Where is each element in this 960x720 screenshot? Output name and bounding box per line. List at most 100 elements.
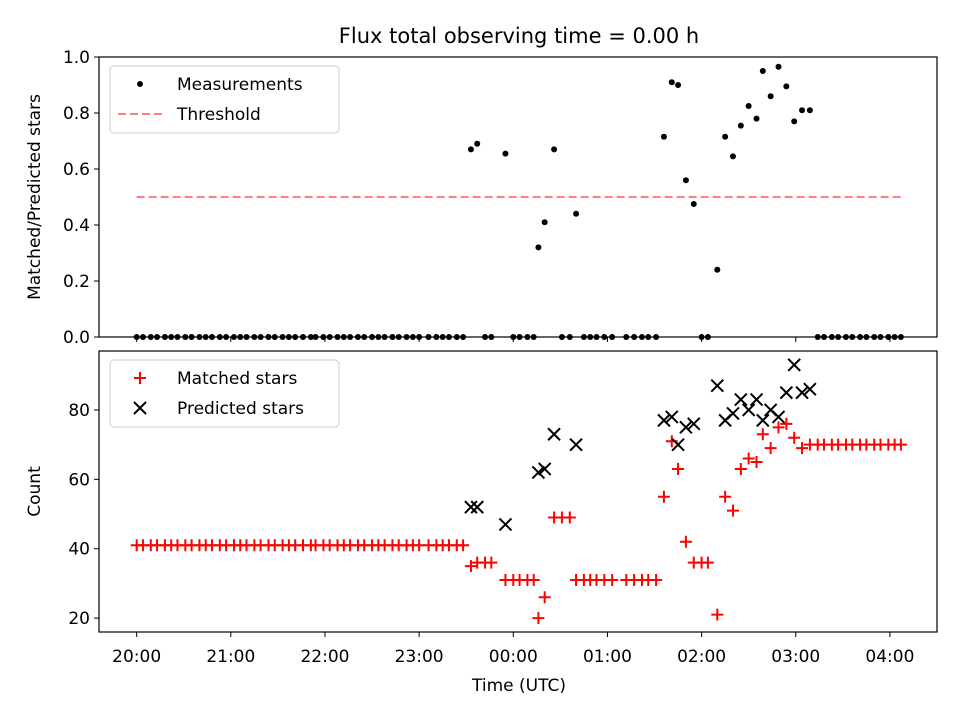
- data-point: [687, 417, 701, 431]
- x-tick-label: 04:00: [865, 647, 914, 667]
- x-tick-label: 22:00: [300, 647, 349, 667]
- data-point: [547, 427, 561, 441]
- data-point: [756, 413, 770, 428]
- data-point: [569, 437, 583, 452]
- data-point: [532, 612, 545, 625]
- x-tick-label: 21:00: [206, 647, 255, 667]
- data-point: [679, 420, 693, 435]
- data-point: [531, 465, 546, 480]
- data-point: [788, 431, 801, 444]
- y-tick-label: 0.6: [63, 160, 90, 180]
- data-point: [457, 539, 470, 552]
- data-point: [657, 490, 670, 503]
- legend-box: [109, 65, 340, 134]
- legend-label: Measurements: [177, 75, 303, 95]
- measurements-panel: 0.0 0.2 0.4 0.6 0.8 1.0 Matched/Predicted star…: [25, 48, 938, 348]
- y-tick-label: 40: [68, 540, 90, 560]
- data-point: [679, 535, 692, 548]
- y-axis-label: Matched/Predicted stars: [25, 94, 45, 300]
- data-point: [767, 93, 774, 100]
- data-point: [668, 79, 675, 86]
- data-point: [799, 107, 806, 114]
- data-point: [764, 442, 777, 455]
- data-point: [756, 428, 769, 441]
- data-point: [796, 442, 809, 455]
- x-axis-label: Time (UTC): [471, 676, 566, 696]
- x-tick-label: 02:00: [677, 647, 726, 667]
- data-point: [726, 504, 739, 517]
- data-point: [498, 517, 513, 532]
- data-point: [759, 68, 766, 74]
- data-point: [734, 392, 748, 407]
- data-point: [710, 378, 725, 393]
- data-point: [573, 210, 580, 217]
- data-point: [719, 490, 732, 503]
- data-point: [657, 413, 671, 428]
- y-tick-label: 80: [68, 401, 90, 421]
- legend-label: Matched stars: [177, 369, 297, 389]
- series-measurements: [133, 63, 904, 340]
- figure-title: Flux total observing time = 0.00 h: [339, 24, 699, 48]
- legend-box: [109, 359, 340, 428]
- data-point: [780, 417, 793, 430]
- data-point: [742, 452, 755, 465]
- legend-plus-marker: [134, 372, 146, 384]
- data-point: [675, 82, 682, 88]
- data-point: [606, 573, 619, 586]
- data-point: [894, 438, 907, 451]
- y-tick-label: 20: [68, 609, 90, 629]
- data-point: [671, 437, 685, 452]
- data-point: [771, 410, 786, 424]
- data-point: [787, 358, 801, 372]
- x-tick-label: 20:00: [112, 647, 161, 667]
- data-point: [551, 146, 558, 153]
- legend: Matched stars Predicted stars: [109, 359, 340, 428]
- data-point: [729, 153, 736, 160]
- legend-label: Predicted stars: [177, 399, 304, 419]
- data-point: [527, 573, 540, 586]
- axes-frame: [98, 350, 938, 633]
- data-point: [690, 201, 697, 207]
- data-point: [541, 219, 548, 226]
- data-point: [474, 140, 481, 147]
- y-tick-label: 0.2: [63, 272, 90, 292]
- data-point: [803, 382, 817, 396]
- data-point: [753, 115, 760, 122]
- data-point: [538, 591, 551, 604]
- series-predicted-stars: [464, 358, 817, 532]
- data-point: [502, 150, 509, 157]
- y-tick-label: 0.0: [63, 328, 90, 348]
- data-point: [791, 118, 798, 125]
- legend: Measurements Threshold: [109, 65, 340, 134]
- data-point: [726, 406, 740, 421]
- data-point: [470, 500, 484, 514]
- y-tick-label: 1.0: [63, 48, 90, 68]
- data-point: [535, 244, 542, 251]
- data-point: [485, 556, 498, 569]
- data-point: [682, 177, 689, 184]
- data-point: [749, 392, 764, 407]
- data-point: [464, 560, 477, 573]
- data-point: [745, 103, 752, 109]
- data-point: [467, 146, 474, 153]
- x-tick-label: 03:00: [771, 647, 820, 667]
- data-point: [650, 573, 663, 586]
- data-point: [795, 385, 809, 400]
- data-point: [783, 83, 790, 90]
- data-point: [563, 511, 576, 524]
- data-point: [775, 63, 782, 70]
- y-tick-label: 60: [68, 470, 90, 490]
- data-point: [672, 462, 685, 475]
- data-point: [701, 556, 714, 569]
- data-point: [537, 462, 552, 476]
- data-point: [734, 462, 747, 475]
- data-point: [711, 608, 724, 621]
- data-point: [714, 266, 721, 273]
- y-tick-label: 0.8: [63, 104, 90, 124]
- data-point: [665, 410, 679, 424]
- data-point: [464, 500, 478, 514]
- data-point: [722, 133, 729, 140]
- legend-dot-marker: [137, 81, 143, 87]
- x-tick-label: 23:00: [395, 647, 444, 667]
- data-point: [737, 122, 744, 129]
